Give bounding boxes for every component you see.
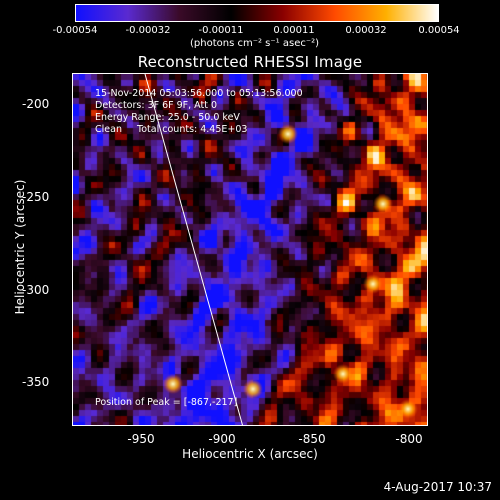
y-tick-label: -250 — [22, 190, 50, 204]
info-energy-range: Energy Range: 25.0 - 50.0 keV — [95, 112, 240, 123]
x-tick-label: -950 — [127, 432, 155, 446]
x-axis-label: Heliocentric X (arcsec) — [182, 447, 318, 461]
peak-position: Position of Peak = [-867,-217] — [95, 397, 238, 408]
info-time-range: 15-Nov-2014 05:03:56.000 to 05:13:56.000 — [95, 88, 303, 99]
y-tick-label: -350 — [22, 375, 50, 389]
colorbar-tick-label: -0.00011 — [198, 25, 244, 36]
colorbar-units: (photons cm⁻² s⁻¹ asec⁻²) — [190, 38, 320, 49]
timestamp: 4-Aug-2017 10:37 — [383, 480, 492, 494]
x-tick-label: -900 — [208, 432, 236, 446]
plot-title: Reconstructed RHESSI Image — [137, 53, 363, 71]
x-tick-label: -800 — [395, 432, 423, 446]
y-axis-label: Heliocentric Y (arcsec) — [13, 179, 27, 315]
limb-overlay — [144, 74, 243, 425]
solar-limb-line — [144, 74, 243, 425]
colorbar-tick-label: -0.00054 — [52, 25, 98, 36]
x-tick-label: -850 — [298, 432, 326, 446]
solar-image-canvas — [73, 74, 427, 425]
y-tick-label: -300 — [22, 283, 50, 297]
colorbar-tick-label: 0.00011 — [273, 25, 315, 36]
info-detectors: Detectors: 3F 6F 9F, Att 0 — [95, 100, 218, 111]
colorbar-tick-label: 0.00054 — [418, 25, 460, 36]
colorbar-tick-label: -0.00032 — [125, 25, 171, 36]
image-plot[interactable]: 15-Nov-2014 05:03:56.000 to 05:13:56.000… — [72, 73, 428, 426]
info-method: Clean Total counts: 4.45E+03 — [95, 124, 248, 135]
y-tick-label: -200 — [22, 97, 50, 111]
colorbar — [75, 4, 439, 22]
colorbar-tick-label: 0.00032 — [345, 25, 387, 36]
